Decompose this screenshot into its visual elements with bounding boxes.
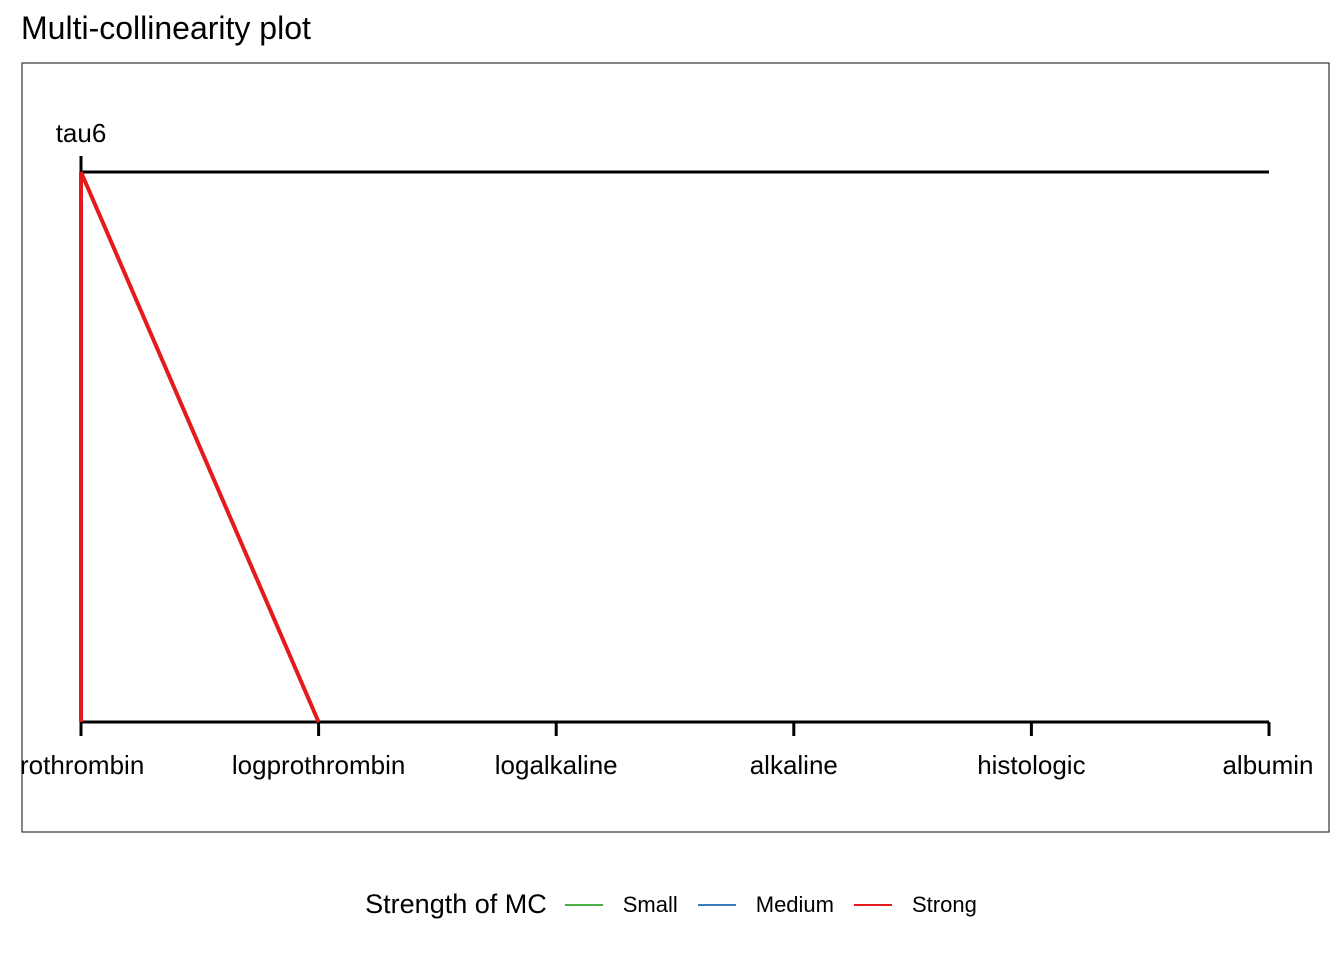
legend-item-medium: Medium [697,891,834,918]
legend-key-small [564,903,603,906]
legend-key-medium [697,903,736,906]
legend-item-small: Small [564,891,678,918]
bottom-tick-label-logalkaline: logalkaline [495,750,618,780]
labels: tau6 rothrombin logprothrombin logalkaline a… [20,118,1314,780]
chart-title: Multi-collinearity plot [21,10,311,46]
bottom-tick-label-albumin: albumin [1222,750,1313,780]
axes [79,156,1271,736]
bottom-tick-label-alkaline: alkaline [750,750,838,780]
legend: Strength of MC Small Medium Strong [0,889,1344,920]
legend-label-small: Small [622,891,678,917]
link-tau6-logprothrombin [79,171,321,723]
panel-border [21,62,1330,833]
legend-label-strong: Strong [912,891,977,917]
links [79,171,321,723]
legend-item-strong: Strong [854,892,977,918]
bottom-tick-label-histologic: histologic [977,750,1085,780]
bottom-tick-label-prothrombin: rothrombin [20,750,144,780]
bottom-tick-label-logprothrombin: logprothrombin [232,750,405,780]
top-tick-label-tau6: tau6 [56,118,107,148]
legend-label-medium: Medium [755,891,834,917]
legend-key-strong [854,903,892,906]
legend-title: Strength of MC [365,889,547,919]
